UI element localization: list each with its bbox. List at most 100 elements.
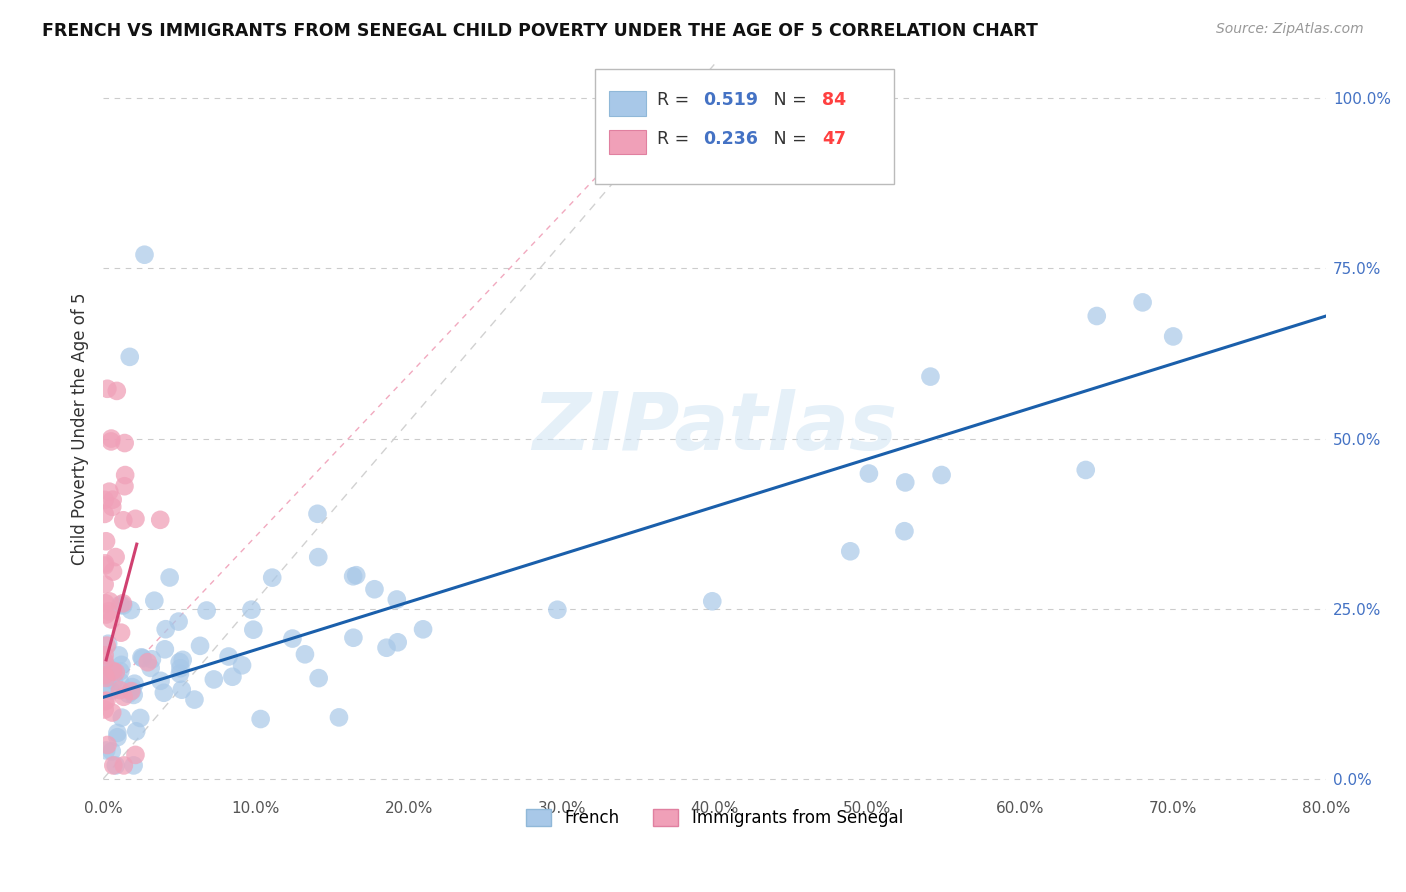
Point bbox=[93, 654, 115, 668]
Point bbox=[103, 758, 125, 772]
Point bbox=[169, 661, 191, 675]
Point bbox=[143, 593, 166, 607]
Point bbox=[893, 524, 915, 539]
Point bbox=[103, 673, 125, 688]
Point bbox=[308, 671, 330, 685]
Point bbox=[344, 568, 367, 582]
Point bbox=[195, 603, 218, 617]
Text: 84: 84 bbox=[823, 92, 846, 110]
Point bbox=[100, 612, 122, 626]
Point bbox=[240, 602, 263, 616]
Point bbox=[120, 603, 142, 617]
Point bbox=[93, 694, 115, 708]
Point bbox=[412, 623, 434, 637]
Point bbox=[108, 648, 131, 663]
Point bbox=[96, 693, 118, 707]
FancyBboxPatch shape bbox=[595, 70, 894, 185]
Point bbox=[839, 544, 862, 558]
Point bbox=[96, 382, 118, 396]
Point bbox=[94, 534, 117, 549]
Point bbox=[101, 565, 124, 579]
Point bbox=[101, 664, 124, 678]
Point bbox=[105, 730, 128, 744]
Point bbox=[134, 248, 156, 262]
Point bbox=[121, 680, 143, 694]
Point bbox=[167, 615, 190, 629]
Point bbox=[363, 582, 385, 597]
Point bbox=[105, 384, 128, 398]
Point bbox=[101, 492, 124, 507]
Point bbox=[1132, 295, 1154, 310]
Point bbox=[149, 673, 172, 688]
Point bbox=[110, 657, 132, 672]
Point bbox=[242, 623, 264, 637]
Point bbox=[104, 758, 127, 772]
Point bbox=[108, 683, 131, 698]
Point bbox=[96, 743, 118, 757]
Point bbox=[121, 684, 143, 698]
Point bbox=[281, 632, 304, 646]
Point bbox=[124, 512, 146, 526]
Point bbox=[111, 711, 134, 725]
FancyBboxPatch shape bbox=[609, 129, 647, 154]
Point bbox=[129, 711, 152, 725]
Text: 0.519: 0.519 bbox=[703, 92, 759, 110]
Point bbox=[169, 666, 191, 681]
Text: N =: N = bbox=[758, 130, 813, 148]
Point bbox=[108, 674, 131, 689]
Point bbox=[93, 648, 115, 662]
Point bbox=[342, 569, 364, 583]
Text: N =: N = bbox=[758, 92, 813, 110]
Point bbox=[111, 596, 134, 610]
Point bbox=[375, 640, 398, 655]
Point bbox=[131, 650, 153, 665]
Point bbox=[858, 467, 880, 481]
Point bbox=[100, 744, 122, 758]
Point bbox=[97, 604, 120, 618]
Point bbox=[159, 570, 181, 584]
Point bbox=[96, 677, 118, 691]
Point bbox=[894, 475, 917, 490]
Text: R =: R = bbox=[657, 130, 695, 148]
Point bbox=[97, 671, 120, 685]
Point bbox=[1074, 463, 1097, 477]
Point bbox=[93, 668, 115, 682]
Point bbox=[104, 549, 127, 564]
Point bbox=[124, 676, 146, 690]
Point bbox=[169, 655, 191, 669]
Point bbox=[307, 550, 329, 565]
Point bbox=[153, 642, 176, 657]
Point bbox=[110, 664, 132, 678]
Point bbox=[110, 625, 132, 640]
Point bbox=[120, 684, 142, 698]
Point bbox=[231, 658, 253, 673]
Point bbox=[131, 651, 153, 665]
Point bbox=[1161, 329, 1184, 343]
Point bbox=[183, 692, 205, 706]
Point bbox=[114, 479, 136, 493]
Point bbox=[94, 557, 117, 571]
Point bbox=[112, 690, 135, 704]
Point bbox=[188, 639, 211, 653]
Point bbox=[153, 686, 176, 700]
Y-axis label: Child Poverty Under the Age of 5: Child Poverty Under the Age of 5 bbox=[72, 292, 89, 565]
Point bbox=[93, 507, 115, 521]
Point bbox=[112, 599, 135, 613]
Text: R =: R = bbox=[657, 92, 695, 110]
Point bbox=[93, 558, 115, 573]
Point bbox=[96, 660, 118, 674]
Point bbox=[136, 655, 159, 669]
Point bbox=[122, 688, 145, 702]
Point bbox=[546, 603, 568, 617]
Point bbox=[96, 738, 118, 752]
Point bbox=[155, 622, 177, 636]
Text: ZIPatlas: ZIPatlas bbox=[531, 389, 897, 467]
Point bbox=[262, 571, 284, 585]
Point bbox=[94, 671, 117, 685]
FancyBboxPatch shape bbox=[609, 91, 647, 116]
Point bbox=[141, 652, 163, 666]
Point bbox=[221, 670, 243, 684]
Point bbox=[96, 607, 118, 622]
Point bbox=[114, 436, 136, 450]
Point bbox=[96, 658, 118, 673]
